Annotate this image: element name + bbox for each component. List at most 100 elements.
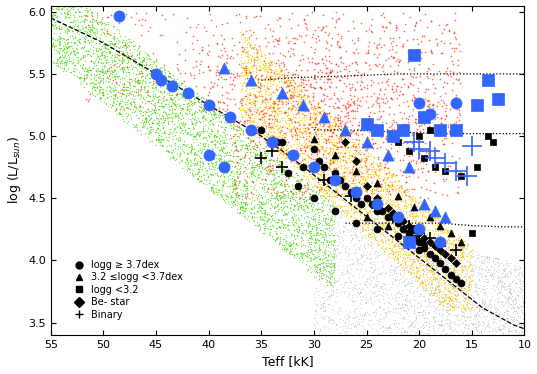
Point xyxy=(340,203,349,209)
Point xyxy=(55,34,64,40)
Point xyxy=(325,276,334,282)
Point xyxy=(303,167,312,173)
Point xyxy=(168,131,176,137)
Point xyxy=(270,189,278,195)
Point xyxy=(253,50,262,56)
Point xyxy=(355,270,364,276)
Point xyxy=(382,171,390,177)
Point xyxy=(77,28,85,34)
Point xyxy=(284,194,292,200)
Point xyxy=(506,328,514,334)
Point xyxy=(419,268,428,274)
Point xyxy=(143,51,152,57)
Point xyxy=(123,87,132,93)
Point xyxy=(355,288,364,294)
Point xyxy=(294,166,303,172)
Point xyxy=(456,243,465,249)
Point xyxy=(373,208,381,214)
Point xyxy=(409,327,417,333)
Point xyxy=(132,10,141,16)
Point xyxy=(425,281,434,287)
Point xyxy=(58,3,67,9)
Point xyxy=(70,18,79,24)
Point xyxy=(510,309,518,315)
Point xyxy=(166,150,175,156)
Point xyxy=(309,93,317,99)
Point xyxy=(405,147,414,153)
Point xyxy=(241,208,249,214)
Point xyxy=(55,25,63,31)
Point xyxy=(460,245,468,251)
Point xyxy=(200,140,209,146)
Point xyxy=(258,214,266,220)
Point xyxy=(434,246,443,252)
Point xyxy=(238,114,246,120)
Point xyxy=(319,114,328,120)
Point xyxy=(177,107,186,113)
Point xyxy=(402,308,410,314)
Point xyxy=(251,92,260,98)
Point xyxy=(409,214,417,220)
Point xyxy=(338,284,347,290)
Point xyxy=(299,206,307,212)
Point xyxy=(451,292,459,298)
Point xyxy=(422,244,431,250)
Point xyxy=(152,57,161,63)
Point xyxy=(81,36,90,42)
Point xyxy=(300,156,308,162)
Point xyxy=(367,256,375,262)
Point xyxy=(185,24,194,30)
Point xyxy=(278,149,286,155)
Point xyxy=(236,131,244,137)
Point xyxy=(393,263,402,269)
Point xyxy=(157,97,165,103)
Point xyxy=(371,266,379,272)
Point xyxy=(437,120,445,126)
Point xyxy=(306,230,314,236)
Point xyxy=(339,332,347,338)
Point xyxy=(62,6,71,12)
Point xyxy=(309,191,318,197)
Point xyxy=(509,304,517,310)
Point xyxy=(323,65,332,71)
Point xyxy=(340,175,349,181)
Point xyxy=(361,196,370,202)
Point xyxy=(315,221,323,227)
Point xyxy=(407,73,415,79)
Point xyxy=(169,72,177,78)
Point xyxy=(304,178,313,184)
Point xyxy=(390,276,399,282)
Point xyxy=(394,320,403,326)
Point xyxy=(420,246,429,252)
Point xyxy=(377,123,386,129)
Point xyxy=(324,224,333,230)
Point xyxy=(134,68,143,74)
Point xyxy=(275,241,284,247)
Point xyxy=(142,109,151,115)
Point xyxy=(413,254,422,260)
Point xyxy=(304,152,313,158)
Point xyxy=(282,96,291,102)
Point xyxy=(113,94,121,100)
Point xyxy=(319,122,328,128)
Point xyxy=(345,150,353,156)
Point xyxy=(204,103,213,109)
Point xyxy=(502,260,510,266)
Point xyxy=(417,291,425,297)
Point xyxy=(413,110,422,116)
Point xyxy=(404,188,412,194)
Point xyxy=(136,68,145,74)
Point xyxy=(288,152,297,158)
Point xyxy=(151,84,160,90)
Point xyxy=(108,80,117,86)
Point xyxy=(206,79,215,85)
Point xyxy=(304,186,313,191)
Point xyxy=(229,83,238,89)
Point xyxy=(289,191,297,197)
Point xyxy=(171,125,180,131)
Point xyxy=(263,211,271,217)
Point xyxy=(434,260,443,266)
Point xyxy=(403,281,411,287)
Point xyxy=(318,152,327,158)
Point xyxy=(447,304,456,310)
